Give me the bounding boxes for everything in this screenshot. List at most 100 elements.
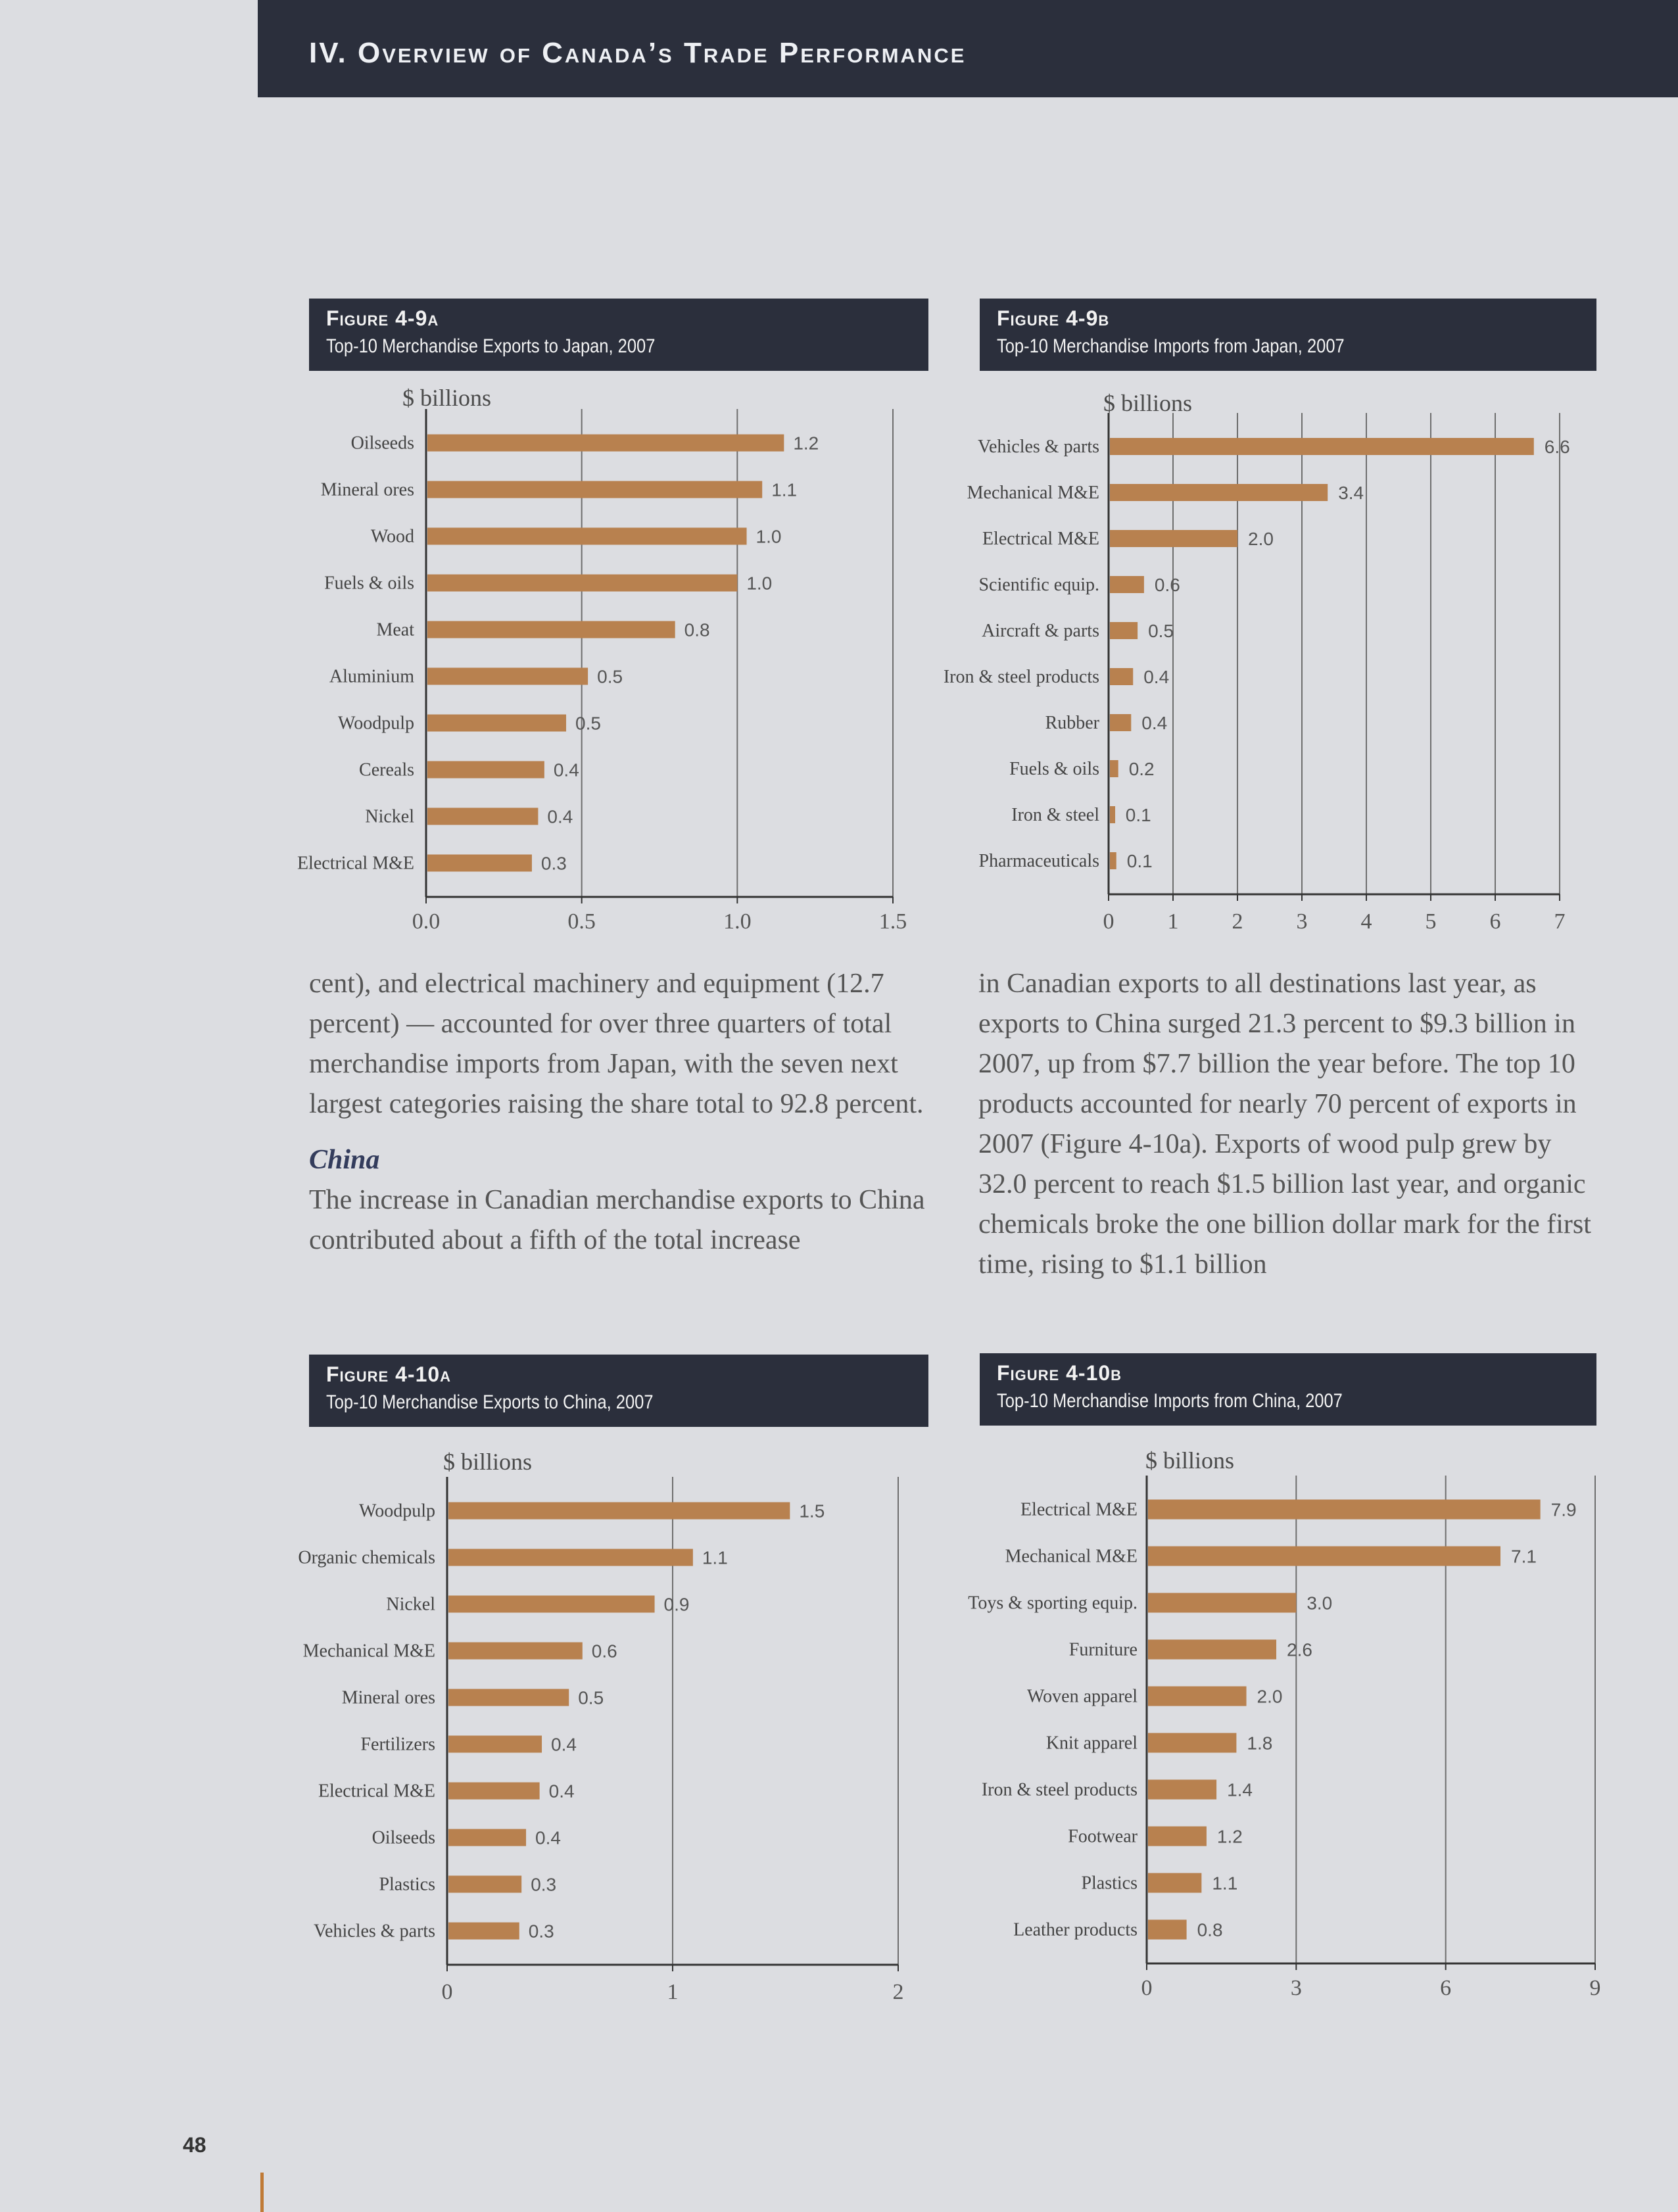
- bar: [448, 1875, 522, 1893]
- value-label: 0.6: [1155, 575, 1180, 595]
- value-label: 1.4: [1227, 1780, 1253, 1800]
- x-tick-label: 6: [1440, 1976, 1451, 2000]
- category-label: Toys & sporting equip.: [968, 1593, 1138, 1614]
- value-label: 0.5: [597, 667, 623, 687]
- bar-chart-imports-china: 0 3 6 9 Electrical M&E 7.9 Mechanical M&E 7.1 To…: [968, 1476, 1601, 2000]
- bar: [427, 574, 738, 592]
- category-label: Electrical M&E: [1020, 1500, 1138, 1520]
- value-label: 0.4: [551, 1735, 577, 1755]
- bar: [448, 1782, 540, 1800]
- value-label: 0.4: [1141, 713, 1167, 733]
- category-label: Aluminium: [329, 667, 414, 687]
- bar-chart-exports-japan: 0.0 0.5 1.0 1.5 Oilseeds 1.2 Mineral ores 1.1 Wo…: [297, 409, 907, 934]
- value-label: 0.2: [1129, 759, 1155, 779]
- category-label: Woodpulp: [359, 1501, 435, 1522]
- figure-title: Top-10 Merchandise Exports to Japan, 200…: [326, 335, 656, 357]
- heading-china: China: [309, 1145, 380, 1175]
- value-label: 0.4: [549, 1781, 575, 1802]
- value-label: 1.2: [793, 433, 819, 454]
- x-tick-label: 1.0: [723, 909, 752, 934]
- figure-4-9b: Figure 4-9b Top-10 Merchandise Imports f…: [944, 299, 1596, 943]
- figure-4-9a: Figure 4-9a Top-10 Merchandise Exports t…: [297, 299, 928, 943]
- figure-4-10a: Figure 4-10a Top-10 Merchandise Exports …: [298, 1355, 928, 2012]
- bar: [1148, 1593, 1297, 1613]
- value-label: 0.8: [684, 620, 710, 640]
- category-label: Mechanical M&E: [303, 1641, 435, 1662]
- figure-title: Top-10 Merchandise Exports to China, 200…: [326, 1391, 654, 1413]
- page-number: 48: [183, 2133, 206, 2157]
- x-tick-label: 0: [1141, 1976, 1153, 2000]
- category-label: Oilseeds: [351, 433, 414, 454]
- category-label: Rubber: [1045, 713, 1100, 733]
- x-tick-label: 2: [893, 1980, 904, 2004]
- category-label: Electrical M&E: [297, 854, 414, 874]
- x-tick-label: 0: [442, 1980, 453, 2004]
- bar: [1148, 1873, 1202, 1893]
- value-label: 0.5: [578, 1688, 604, 1708]
- category-label: Mineral ores: [321, 480, 414, 500]
- value-label: 0.4: [547, 807, 573, 827]
- bar: [1110, 438, 1534, 455]
- value-label: 0.4: [554, 760, 579, 781]
- bar: [427, 434, 784, 452]
- value-label: 7.9: [1551, 1500, 1577, 1520]
- bar: [1110, 530, 1237, 547]
- value-label: 0.4: [535, 1828, 561, 1848]
- bar: [1110, 714, 1132, 731]
- category-label: Pharmaceuticals: [979, 851, 1099, 871]
- category-label: Oilseeds: [372, 1828, 435, 1848]
- category-label: Mechanical M&E: [967, 483, 1099, 503]
- value-label: 1.8: [1247, 1733, 1272, 1754]
- category-label: Wood: [371, 527, 414, 547]
- value-label: 1.1: [1212, 1873, 1237, 1894]
- bar: [1148, 1733, 1237, 1753]
- category-label: Nickel: [365, 807, 414, 827]
- figure-header: Figure 4-9a Top-10 Merchandise Exports t…: [309, 299, 928, 371]
- x-tick-label: 1: [667, 1980, 679, 2004]
- category-label: Footwear: [1068, 1827, 1138, 1847]
- value-label: 0.9: [664, 1595, 690, 1615]
- bar: [1110, 576, 1144, 593]
- category-label: Meat: [376, 620, 414, 640]
- value-label: 7.1: [1511, 1547, 1537, 1567]
- category-label: Leather products: [1013, 1920, 1138, 1940]
- value-label: 3.4: [1338, 483, 1364, 503]
- value-label: 1.0: [746, 573, 772, 594]
- category-label: Electrical M&E: [982, 529, 1099, 549]
- bar: [1110, 484, 1328, 501]
- text-column-right: in Canadian exports to all destinations …: [978, 964, 1596, 1285]
- category-label: Knit apparel: [1046, 1733, 1138, 1754]
- bar: [1148, 1686, 1247, 1706]
- value-label: 0.5: [1148, 621, 1174, 641]
- figure-title: Top-10 Merchandise Imports from Japan, 2…: [997, 335, 1345, 357]
- figure-title: Top-10 Merchandise Imports from China, 2…: [997, 1390, 1343, 1412]
- paragraph-japan-imports: cent), and electrical machinery and equi…: [309, 969, 924, 1119]
- bar: [1148, 1499, 1541, 1520]
- section-header-bar: [258, 0, 1678, 97]
- bar: [427, 621, 675, 638]
- x-tick-label: 4: [1361, 909, 1372, 934]
- bar: [1148, 1919, 1187, 1940]
- x-tick-label: 0.0: [412, 909, 441, 934]
- x-tick-label: 3: [1291, 1976, 1302, 2000]
- unit-label: $ billions: [1145, 1447, 1235, 1474]
- category-label: Iron & steel: [1011, 805, 1099, 825]
- bar: [448, 1549, 693, 1566]
- bar: [448, 1595, 655, 1613]
- category-label: Fertilizers: [360, 1735, 435, 1755]
- x-tick-label: 9: [1590, 1976, 1601, 2000]
- x-tick-label: 1.5: [879, 909, 907, 934]
- value-label: 0.1: [1126, 805, 1151, 825]
- category-label: Vehicles & parts: [978, 437, 1099, 457]
- category-label: Iron & steel products: [982, 1780, 1138, 1800]
- bar: [427, 667, 588, 685]
- figure-number: Figure 4-9b: [997, 306, 1110, 330]
- figure-header: Figure 4-9b Top-10 Merchandise Imports f…: [980, 299, 1596, 371]
- category-label: Electrical M&E: [318, 1781, 435, 1802]
- value-label: 1.1: [702, 1548, 728, 1568]
- value-label: 0.3: [531, 1875, 556, 1895]
- category-label: Organic chemicals: [298, 1548, 435, 1568]
- unit-label: $ billions: [1103, 390, 1193, 416]
- category-label: Furniture: [1069, 1640, 1138, 1660]
- value-label: 0.5: [575, 713, 601, 734]
